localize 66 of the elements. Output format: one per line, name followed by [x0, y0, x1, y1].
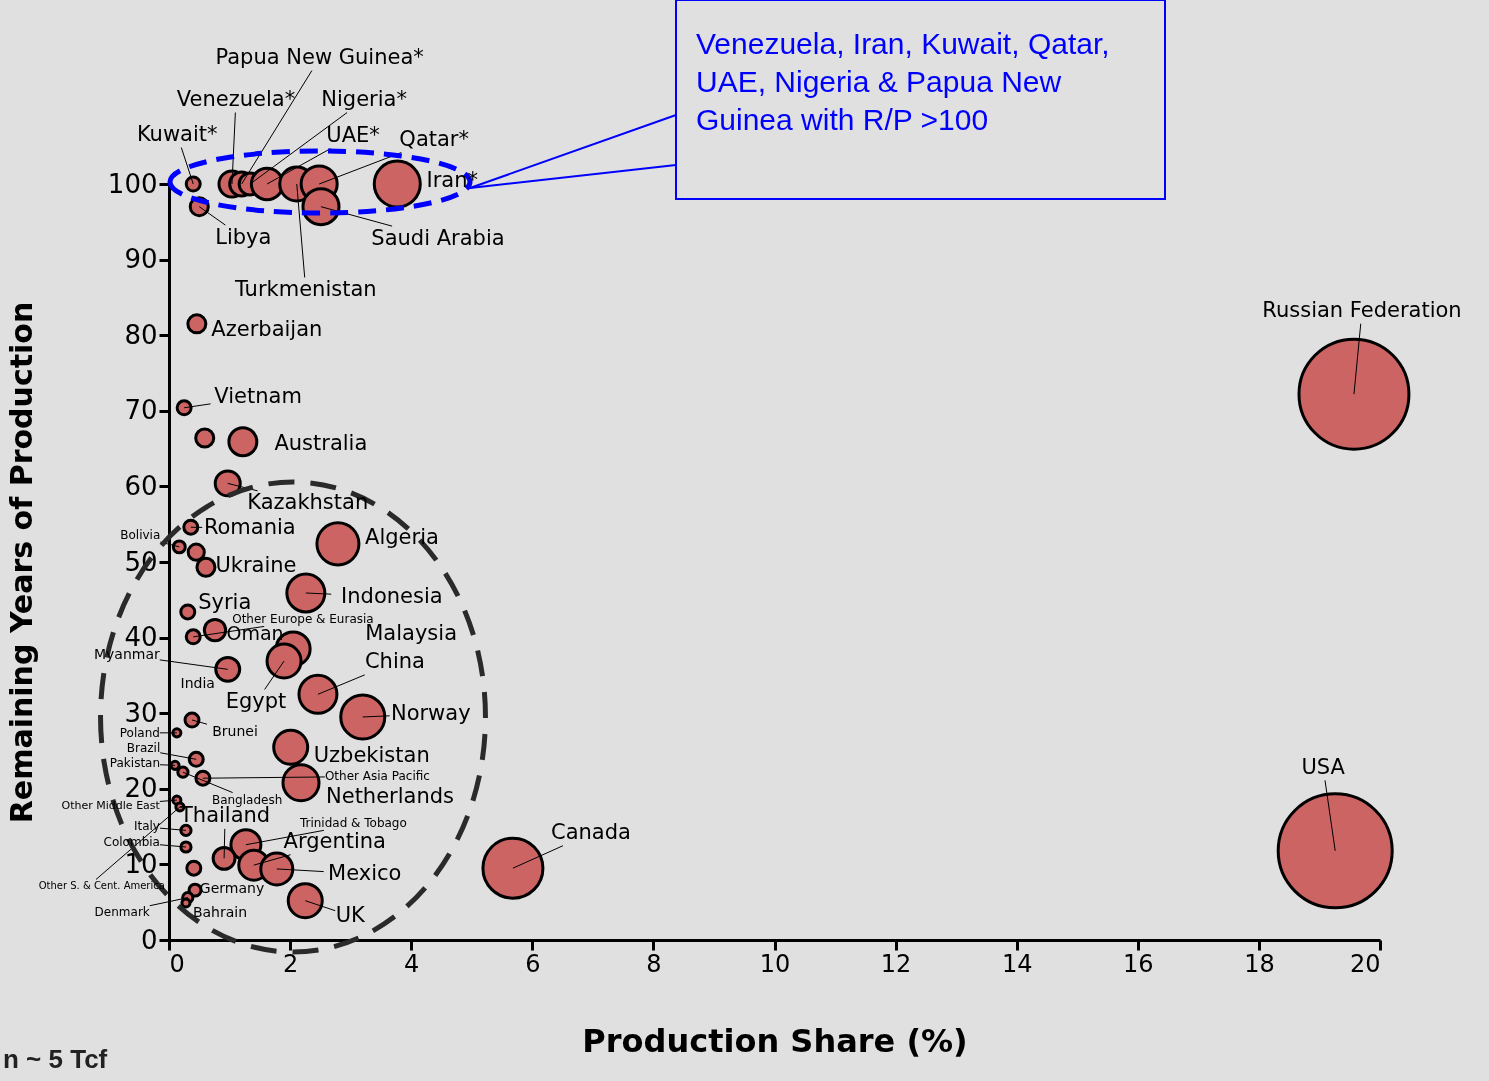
annotation: Kuwait*: [136, 122, 218, 146]
y-tick-label: 90: [124, 244, 158, 275]
y-axis-title: Remaining Years of Production: [3, 301, 39, 824]
annotation: Russian Federation: [1262, 298, 1462, 323]
annotation: India: [180, 675, 215, 692]
annotation: China: [364, 649, 425, 674]
annotation: Qatar*: [399, 127, 469, 151]
y-tick-label: 70: [124, 395, 158, 426]
annotation: Brazil: [126, 741, 161, 756]
x-tick-label: 14: [1001, 949, 1033, 978]
annotation: Argentina: [283, 829, 386, 854]
annotation: Mexico: [328, 860, 402, 885]
x-tick-label: 4: [404, 949, 420, 978]
annotation: Italy: [133, 819, 160, 834]
y-tick-label: 100: [107, 168, 158, 199]
annotation: Bolivia: [120, 527, 161, 542]
x-tick-label: 8: [646, 949, 662, 978]
x-tick-label: 20: [1349, 949, 1381, 978]
annotation: Turkmenistan: [233, 277, 377, 301]
annotation: Other Asia Pacific: [324, 769, 430, 784]
annotation: Nigeria*: [321, 87, 407, 111]
y-tick-label: 60: [124, 470, 158, 501]
x-tick-label: 10: [759, 949, 791, 978]
annotation: Azerbaijan: [211, 316, 323, 341]
annotation: Brunei: [212, 723, 258, 739]
annotation: Poland: [119, 725, 160, 740]
x-tick-label: 2: [282, 949, 299, 978]
annotation: Pakistan: [109, 756, 161, 771]
annotation: Bahrain: [192, 903, 248, 920]
text: Venezuela, Iran, Kuwait, Qatar, UAE, Nigeria & Papua New Guinea with R/P >100: [696, 27, 1110, 136]
y-tick-label: 30: [124, 697, 158, 728]
x-tick-label: 12: [880, 949, 912, 978]
annotation: Kazakhstan: [247, 490, 369, 515]
y-tick-label: 10: [124, 848, 158, 879]
annotation: Denmark: [94, 904, 150, 919]
annotation: UAE*: [326, 123, 380, 147]
annotation: Canada: [550, 820, 631, 845]
annotation: Uzbekistan: [313, 743, 430, 768]
annotation: Netherlands: [325, 783, 455, 808]
y-tick-label: 80: [124, 319, 158, 350]
annotation: Trinidad & Tobago: [298, 815, 407, 830]
annotation: Papua New Guinea*: [215, 45, 424, 69]
x-tick-label: 0: [169, 949, 185, 978]
annotation: Indonesia: [341, 584, 443, 608]
annotation: USA: [1301, 754, 1346, 779]
annotation: Saudi Arabia: [371, 225, 505, 250]
annotation: Syria: [198, 589, 252, 614]
annotation: Vietnam: [214, 383, 302, 408]
annotation: Myanmar: [93, 646, 160, 663]
x-tick-label: 16: [1123, 949, 1154, 978]
annotation: UK: [335, 902, 367, 927]
x-tick-label: 6: [525, 949, 541, 978]
annotation: Oman: [226, 622, 284, 645]
text: n ~ 5 Tcf: [3, 1044, 108, 1074]
x-axis-title: Production Share (%): [582, 1021, 968, 1060]
y-tick-label: 0: [140, 924, 158, 955]
annotation: Venezuela*: [176, 87, 296, 111]
annotation: Egypt: [225, 689, 287, 714]
annotation: Ukraine: [215, 553, 297, 578]
annotation: Libya: [215, 224, 272, 249]
x-tick-label: 18: [1244, 949, 1275, 978]
annotation: Algeria: [365, 524, 439, 549]
annotation: Germany: [199, 880, 265, 897]
annotation: Romania: [203, 515, 296, 540]
annotation: Australia: [274, 430, 368, 455]
annotation: Norway: [390, 700, 471, 725]
